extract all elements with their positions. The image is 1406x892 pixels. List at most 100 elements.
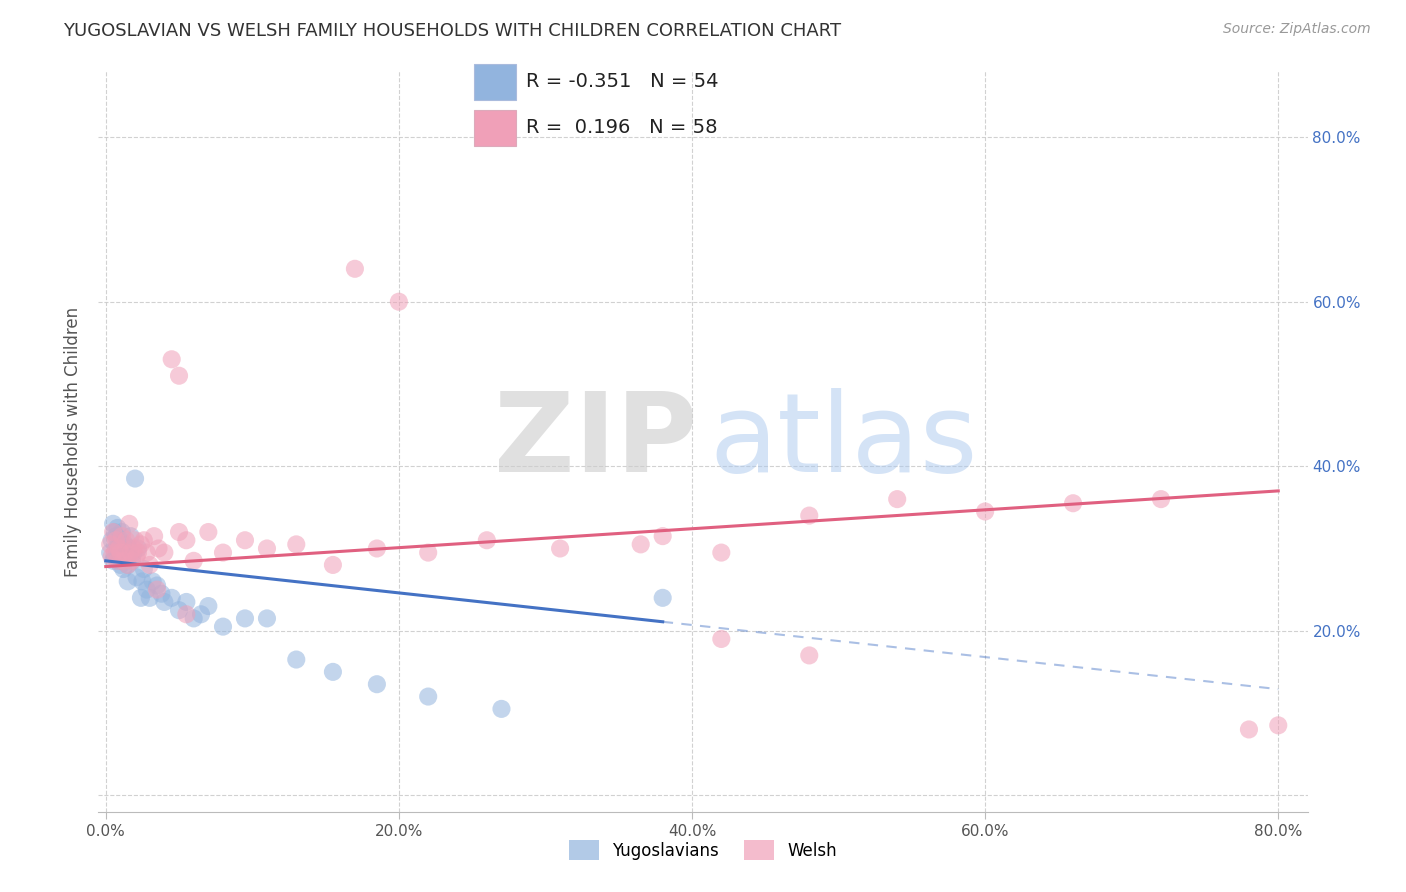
Point: [111, 546, 134, 560]
Point: [131, 574, 153, 589]
Point: [799, 648, 821, 663]
Point: [122, 541, 145, 556]
Text: R = -0.351   N = 54: R = -0.351 N = 54: [526, 72, 718, 91]
Point: [212, 619, 235, 633]
Point: [167, 603, 190, 617]
Point: [124, 471, 146, 485]
Point: [1267, 718, 1289, 732]
Point: [710, 546, 733, 560]
Point: [886, 492, 908, 507]
Point: [322, 665, 344, 679]
Point: [183, 554, 205, 568]
Point: [117, 574, 139, 589]
Point: [112, 562, 135, 576]
Text: YUGOSLAVIAN VS WELSH FAMILY HOUSEHOLDS WITH CHILDREN CORRELATION CHART: YUGOSLAVIAN VS WELSH FAMILY HOUSEHOLDS W…: [63, 22, 841, 40]
Point: [110, 533, 132, 548]
Point: [418, 690, 440, 704]
Text: ZIP: ZIP: [494, 388, 697, 495]
Point: [114, 546, 136, 560]
Text: R =  0.196   N = 58: R = 0.196 N = 58: [526, 119, 717, 137]
Point: [135, 546, 157, 560]
Point: [101, 524, 124, 539]
Point: [127, 541, 149, 556]
Point: [160, 352, 183, 367]
Point: [120, 546, 142, 560]
Point: [153, 595, 176, 609]
Point: [107, 554, 129, 568]
Point: [212, 546, 235, 560]
Point: [176, 595, 198, 609]
Point: [190, 607, 212, 622]
Point: [107, 521, 129, 535]
Point: [150, 587, 173, 601]
Point: [146, 578, 169, 592]
Point: [105, 541, 128, 556]
Point: [285, 652, 308, 666]
Point: [1237, 723, 1260, 737]
Point: [160, 591, 183, 605]
Point: [103, 524, 125, 539]
Point: [548, 541, 571, 556]
Point: [176, 533, 198, 548]
Point: [112, 554, 135, 568]
Bar: [474, 64, 516, 100]
Point: [127, 546, 149, 560]
Point: [142, 574, 165, 589]
Point: [103, 546, 125, 560]
Y-axis label: Family Households with Children: Family Households with Children: [65, 307, 83, 576]
Point: [388, 294, 411, 309]
Point: [129, 537, 152, 551]
Point: [197, 524, 219, 539]
Point: [475, 533, 498, 548]
Point: [118, 516, 141, 531]
Point: [110, 558, 132, 572]
Point: [108, 554, 131, 568]
Point: [135, 582, 157, 597]
Point: [256, 611, 278, 625]
Point: [117, 558, 139, 572]
Legend: Yugoslavians, Welsh: Yugoslavians, Welsh: [562, 834, 844, 866]
Point: [233, 533, 256, 548]
Point: [122, 546, 145, 560]
Point: [366, 541, 388, 556]
Point: [112, 554, 135, 568]
Point: [143, 529, 166, 543]
Point: [118, 541, 141, 556]
Point: [183, 611, 205, 625]
Point: [107, 546, 129, 560]
Point: [129, 591, 152, 605]
Point: [285, 537, 308, 551]
Point: [110, 546, 132, 560]
Point: [256, 541, 278, 556]
Point: [114, 549, 136, 564]
Point: [101, 554, 124, 568]
Bar: [474, 110, 516, 145]
Point: [117, 558, 139, 572]
Point: [120, 529, 142, 543]
Point: [114, 537, 136, 551]
Point: [111, 524, 134, 539]
Point: [115, 546, 138, 560]
Point: [418, 546, 440, 560]
Point: [138, 558, 160, 572]
Point: [103, 549, 125, 564]
Point: [322, 558, 344, 572]
Point: [148, 541, 170, 556]
Point: [491, 702, 513, 716]
Point: [146, 582, 169, 597]
Point: [111, 529, 134, 543]
Point: [1150, 492, 1173, 507]
Point: [100, 549, 122, 564]
Point: [1062, 496, 1084, 510]
Point: [108, 541, 131, 556]
Point: [125, 570, 148, 584]
Point: [132, 533, 155, 548]
Point: [124, 533, 146, 548]
Point: [176, 607, 198, 622]
Point: [651, 529, 673, 543]
Point: [98, 546, 121, 560]
Point: [115, 533, 138, 548]
Point: [799, 508, 821, 523]
Point: [167, 524, 190, 539]
Point: [343, 261, 366, 276]
